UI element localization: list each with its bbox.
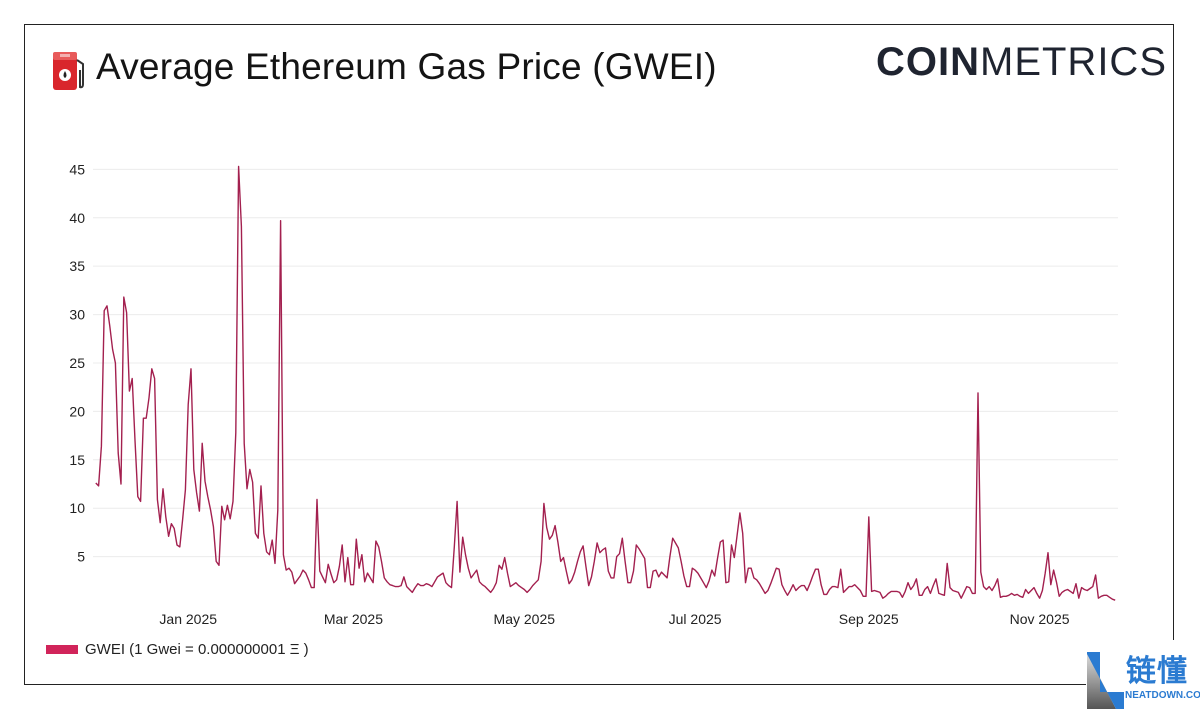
legend[interactable]: GWEI (1 Gwei = 0.000000001 Ξ ) <box>46 641 309 658</box>
fuel-pump-icon <box>53 52 84 90</box>
y-tick-label: 25 <box>69 355 85 371</box>
logo-light-text: METRICS <box>980 40 1167 84</box>
neatdown-cn-text: 链懂 <box>1126 655 1188 688</box>
x-tick-label: Jan 2025 <box>159 611 217 627</box>
neatdown-watermark-logo: 链懂 NEATDOWN.COM <box>1086 640 1200 709</box>
y-tick-label: 10 <box>69 500 85 516</box>
logo-bold-text: COIN <box>876 40 980 84</box>
y-tick-label: 15 <box>69 452 85 468</box>
x-tick-label: Sep 2025 <box>839 611 899 627</box>
neatdown-en-text: NEATDOWN.COM <box>1125 690 1200 701</box>
x-tick-label: Jul 2025 <box>669 611 722 627</box>
x-tick-label: May 2025 <box>494 611 556 627</box>
x-tick-label: Nov 2025 <box>1010 611 1070 627</box>
y-tick-label: 30 <box>69 307 85 323</box>
coinmetrics-logo: COINMETRICS <box>876 40 1167 85</box>
y-tick-label: 20 <box>69 403 85 419</box>
y-tick-label: 5 <box>77 549 85 565</box>
y-tick-label: 35 <box>69 258 85 274</box>
neatdown-l-icon <box>1087 652 1124 709</box>
x-tick-label: Mar 2025 <box>324 611 383 627</box>
y-tick-label: 40 <box>69 210 85 226</box>
chart-frame <box>24 24 1174 685</box>
legend-swatch <box>46 645 78 654</box>
series-line-gwei <box>95 165 1116 601</box>
legend-label: GWEI (1 Gwei = 0.000000001 Ξ ) <box>85 641 309 658</box>
y-tick-label: 45 <box>69 161 85 177</box>
chart-title: Average Ethereum Gas Price (GWEI) <box>96 46 717 87</box>
